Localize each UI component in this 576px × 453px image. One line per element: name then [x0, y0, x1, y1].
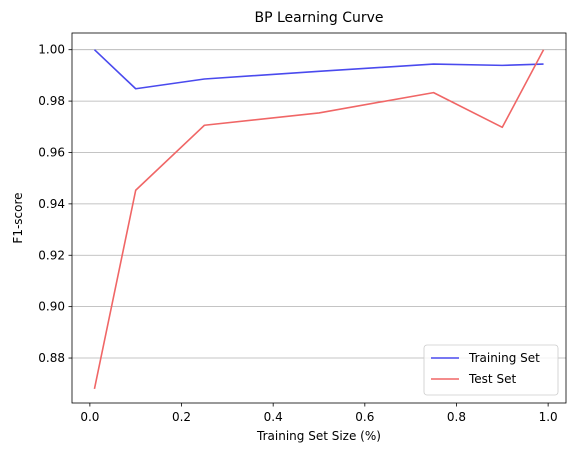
test-set-line — [93, 49, 545, 390]
y-tick-label: 0.90 — [38, 300, 65, 314]
chart-title: BP Learning Curve — [254, 10, 383, 26]
x-tick-label: 0.0 — [80, 410, 99, 424]
x-tick-label: 1.0 — [539, 410, 558, 424]
y-tick-label: 0.98 — [38, 94, 65, 108]
legend-label-test-set: Test Set — [468, 372, 516, 386]
x-tick-label: 0.4 — [264, 410, 283, 424]
training-set-line — [93, 49, 544, 90]
series-layer — [93, 49, 545, 390]
x-tick-label: 0.2 — [172, 410, 191, 424]
y-tick-label: 0.92 — [38, 248, 65, 262]
x-axis: 0.0 0.2 0.4 0.6 0.8 1.0 — [80, 403, 558, 424]
x-tick-label: 0.8 — [447, 410, 466, 424]
y-axis-label: F1-score — [11, 192, 25, 243]
x-tick-label: 0.6 — [355, 410, 374, 424]
y-tick-label: 1.00 — [38, 43, 65, 57]
x-axis-label: Training Set Size (%) — [256, 429, 381, 443]
y-gridlines — [72, 49, 566, 359]
y-tick-label: 0.88 — [38, 351, 65, 365]
legend: Training Set Test Set — [423, 344, 559, 396]
y-axis: 0.88 0.90 0.92 0.94 0.96 0.98 1.00 — [38, 43, 72, 365]
y-tick-label: 0.94 — [38, 197, 65, 211]
legend-label-training-set: Training Set — [468, 351, 540, 365]
y-tick-label: 0.96 — [38, 145, 65, 159]
plot-frame — [71, 32, 567, 404]
